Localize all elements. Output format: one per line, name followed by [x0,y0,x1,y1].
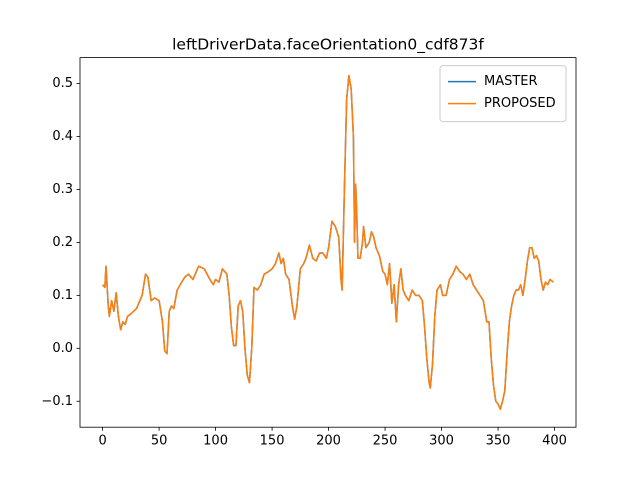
x-tick-label: 200 [316,434,341,449]
y-tick-label: 0.3 [52,182,73,197]
axes-frame [79,57,577,428]
x-tick-label: 150 [260,434,285,449]
line-series [102,74,554,410]
chart-title: leftDriverData.faceOrientation0_cdf873f [172,36,484,55]
legend-label: PROPOSED [484,96,556,111]
y-tick-label: −0.1 [41,394,73,409]
y-tick-label: 0.4 [52,129,73,144]
y-tick-label: 0.5 [52,76,73,91]
x-tick-label: 0 [98,434,106,449]
legend-box [439,65,567,123]
y-tick-label: 0.2 [52,235,73,250]
x-tick-label: 250 [373,434,398,449]
legend-label: MASTER [484,74,538,89]
y-tick-label: 0.1 [52,288,73,303]
y-tick-label: 0.0 [52,341,73,356]
x-tick-label: 100 [203,434,228,449]
x-tick-label: 300 [429,434,454,449]
x-tick-label: 400 [542,434,567,449]
x-tick-label: 50 [151,434,168,449]
x-tick-label: 350 [486,434,511,449]
